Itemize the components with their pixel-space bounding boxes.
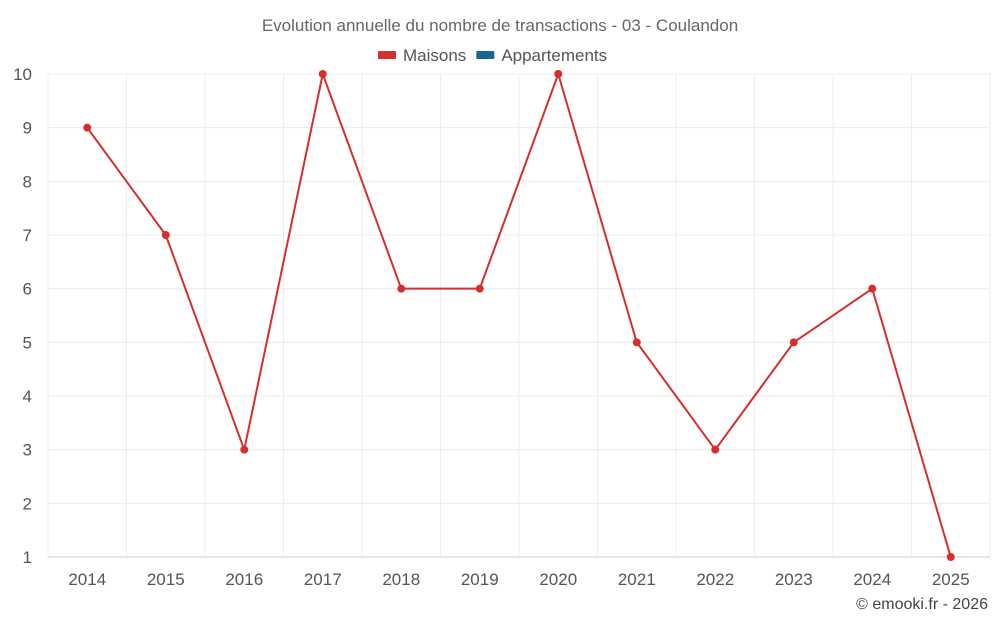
x-tick-label: 2021: [618, 570, 656, 589]
y-tick-label: 5: [23, 333, 32, 352]
y-tick-label: 10: [13, 65, 32, 84]
data-point[interactable]: [632, 338, 641, 347]
y-axis: 1 2 3 4 5 6 7 8 9 10: [13, 65, 32, 567]
plot-area: [83, 70, 955, 561]
data-point[interactable]: [397, 284, 406, 293]
credit-text: © emooki.fr - 2026: [856, 596, 988, 613]
series-line-maisons: [86, 73, 952, 558]
legend: Maisons Appartements: [378, 46, 607, 65]
legend-label[interactable]: Maisons: [403, 46, 466, 65]
data-point[interactable]: [161, 231, 170, 239]
data-point[interactable]: [946, 553, 955, 561]
data-point[interactable]: [318, 70, 327, 78]
x-tick-label: 2015: [147, 570, 185, 589]
x-tick-label: 2020: [539, 570, 577, 589]
data-point[interactable]: [554, 70, 563, 78]
y-tick-label: 9: [23, 119, 32, 138]
chart-title: Evolution annuelle du nombre de transact…: [262, 16, 738, 35]
data-point[interactable]: [83, 123, 92, 132]
x-tick-label: 2014: [68, 570, 106, 589]
y-tick-label: 3: [23, 441, 32, 460]
x-tick-label: 2016: [225, 570, 263, 589]
data-point[interactable]: [868, 284, 877, 293]
x-tick-label: 2024: [853, 570, 891, 589]
y-tick-label: 1: [23, 548, 32, 567]
y-tick-label: 8: [23, 172, 32, 191]
x-tick-label: 2025: [932, 570, 970, 589]
data-point[interactable]: [475, 284, 484, 293]
y-tick-label: 6: [23, 280, 32, 299]
data-point[interactable]: [789, 338, 798, 347]
x-axis: 2014 2015 2016 2017 2018 2019 2020 2021 2022 2023…: [48, 556, 990, 589]
y-tick-label: 7: [23, 226, 32, 245]
data-point[interactable]: [711, 445, 720, 454]
legend-swatch-maisons: [378, 51, 396, 59]
legend-label[interactable]: Appartements: [501, 46, 607, 65]
x-tick-label: 2018: [382, 570, 420, 589]
y-tick-label: 4: [23, 387, 32, 406]
x-tick-label: 2017: [304, 570, 342, 589]
data-point[interactable]: [240, 445, 249, 454]
x-tick-label: 2019: [461, 570, 499, 589]
legend-swatch-appartements: [476, 51, 495, 59]
y-tick-label: 2: [23, 494, 32, 513]
grid: [47, 73, 991, 558]
x-tick-label: 2023: [775, 570, 813, 589]
x-tick-label: 2022: [696, 570, 734, 589]
